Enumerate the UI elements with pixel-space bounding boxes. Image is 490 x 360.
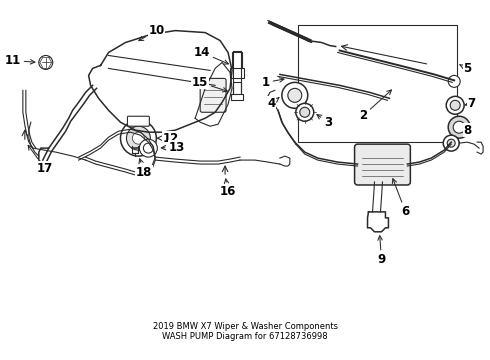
Text: 2019 BMW X7 Wiper & Washer Components
WASH PUMP Diagram for 67128736998: 2019 BMW X7 Wiper & Washer Components WA… xyxy=(152,322,338,341)
Text: 2: 2 xyxy=(360,90,392,122)
Text: 9: 9 xyxy=(377,236,386,266)
Bar xyxy=(298,24,457,142)
FancyBboxPatch shape xyxy=(200,78,226,112)
Text: 15: 15 xyxy=(192,76,227,92)
Circle shape xyxy=(144,143,153,153)
Circle shape xyxy=(126,126,150,150)
Text: 12: 12 xyxy=(157,132,178,145)
Text: 10: 10 xyxy=(139,24,165,41)
Text: 13: 13 xyxy=(161,141,185,154)
Text: 4: 4 xyxy=(268,97,279,110)
Text: 6: 6 xyxy=(392,179,410,219)
Text: 16: 16 xyxy=(220,179,236,198)
Text: 1: 1 xyxy=(262,76,284,89)
Circle shape xyxy=(448,116,470,138)
Bar xyxy=(230,68,244,78)
FancyBboxPatch shape xyxy=(127,116,149,126)
Text: 8: 8 xyxy=(463,124,471,137)
Circle shape xyxy=(448,75,460,87)
Bar xyxy=(233,82,241,96)
Circle shape xyxy=(282,82,308,108)
Circle shape xyxy=(450,100,460,110)
Circle shape xyxy=(453,121,465,133)
Text: 11: 11 xyxy=(4,54,35,67)
Text: 18: 18 xyxy=(136,159,152,179)
Circle shape xyxy=(447,139,455,147)
Circle shape xyxy=(121,120,156,156)
Circle shape xyxy=(288,88,302,102)
Circle shape xyxy=(140,139,157,157)
Text: 14: 14 xyxy=(194,46,228,64)
Circle shape xyxy=(296,103,314,121)
Text: 7: 7 xyxy=(466,97,475,110)
Bar xyxy=(231,94,243,100)
FancyBboxPatch shape xyxy=(355,144,410,185)
Circle shape xyxy=(443,135,459,151)
Bar xyxy=(232,53,242,71)
Circle shape xyxy=(132,132,145,144)
Circle shape xyxy=(39,55,53,69)
Circle shape xyxy=(446,96,464,114)
Circle shape xyxy=(300,107,310,117)
Text: 5: 5 xyxy=(460,62,471,75)
Text: 17: 17 xyxy=(28,145,53,175)
Text: 3: 3 xyxy=(317,114,332,129)
